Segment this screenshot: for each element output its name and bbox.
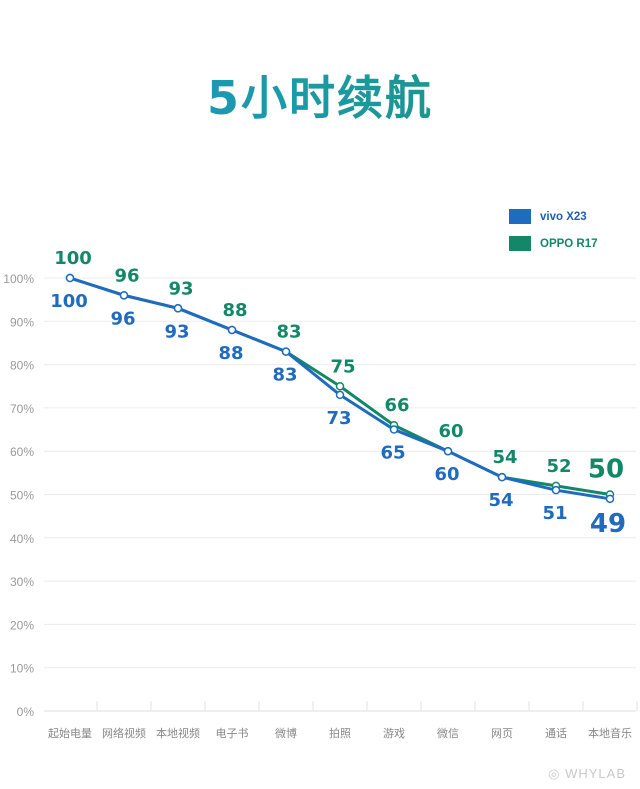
data-label-oppo: 96: [114, 265, 139, 286]
watermark-text: WHYLAB: [565, 766, 626, 781]
x-tick-label: 微博: [275, 726, 297, 740]
y-tick-label: 90%: [10, 315, 34, 329]
data-point: [605, 494, 615, 504]
data-label-vivo: 49: [590, 509, 626, 539]
legend-label-vivo: vivo X23: [540, 210, 587, 223]
legend-swatch-vivo: [509, 209, 531, 224]
data-point: [173, 304, 183, 313]
y-tick-label: 60%: [10, 445, 34, 459]
data-label-vivo: 83: [272, 365, 297, 386]
data-label-oppo: 83: [276, 322, 301, 343]
y-tick-label: 100%: [3, 272, 34, 286]
data-label-oppo: 60: [438, 421, 463, 442]
legend-label-oppo: OPPO R17: [540, 237, 598, 250]
x-tick-label: 本地音乐: [588, 726, 632, 740]
data-point: [335, 382, 345, 391]
x-tick-label: 网络视频: [102, 726, 146, 740]
data-label-oppo: 88: [222, 300, 247, 321]
x-tick-label: 起始电量: [48, 726, 92, 740]
y-tick-label: 30%: [10, 575, 34, 589]
x-tick-label: 通话: [545, 727, 567, 740]
data-point: [497, 472, 507, 482]
data-point: [443, 446, 453, 456]
x-tick-label: 微信: [437, 726, 459, 740]
data-point: [389, 425, 399, 434]
y-tick-label: 40%: [10, 532, 34, 546]
data-label-oppo: 93: [168, 278, 193, 299]
data-point: [335, 390, 345, 400]
data-label-vivo: 93: [164, 321, 189, 342]
legend-item-vivo: vivo X23: [509, 203, 598, 230]
y-tick-label: 80%: [10, 359, 34, 373]
data-label-vivo: 96: [110, 308, 135, 329]
data-label-vivo: 73: [326, 408, 351, 429]
data-label-vivo: 65: [380, 443, 405, 464]
data-label-oppo: 100: [54, 248, 92, 269]
y-tick-label: 0%: [17, 705, 35, 719]
data-label-vivo: 54: [488, 490, 513, 511]
x-tick-label: 游戏: [383, 727, 405, 740]
legend: vivo X23 OPPO R17: [509, 203, 598, 257]
data-point: [119, 291, 129, 300]
legend-swatch-oppo: [509, 236, 531, 251]
data-label-vivo: 88: [218, 343, 243, 364]
y-tick-label: 50%: [10, 489, 34, 503]
data-label-oppo: 66: [384, 395, 409, 416]
data-point: [227, 325, 237, 335]
watermark: ◎ WHYLAB: [548, 766, 626, 782]
x-tick-label: 拍照: [329, 726, 351, 740]
weibo-icon: ◎: [548, 766, 566, 781]
data-label-oppo: 75: [330, 356, 355, 377]
y-tick-label: 10%: [10, 662, 34, 676]
y-tick-label: 20%: [10, 618, 34, 632]
data-point: [65, 273, 75, 283]
data-label-vivo: 100: [50, 291, 88, 312]
data-label-oppo: 50: [588, 455, 624, 485]
data-label-oppo: 54: [492, 447, 517, 468]
legend-item-oppo: OPPO R17: [509, 230, 598, 257]
data-label-vivo: 51: [542, 503, 567, 524]
x-tick-label: 本地视频: [156, 726, 200, 740]
data-label-vivo: 60: [434, 464, 459, 485]
chart-title: 5小时续航: [0, 62, 640, 128]
data-label-oppo: 52: [546, 456, 571, 477]
x-tick-label: 网页: [491, 727, 513, 740]
data-point: [551, 485, 561, 495]
x-tick-label: 电子书: [216, 727, 249, 740]
y-tick-label: 70%: [10, 402, 34, 416]
data-point: [281, 347, 291, 356]
